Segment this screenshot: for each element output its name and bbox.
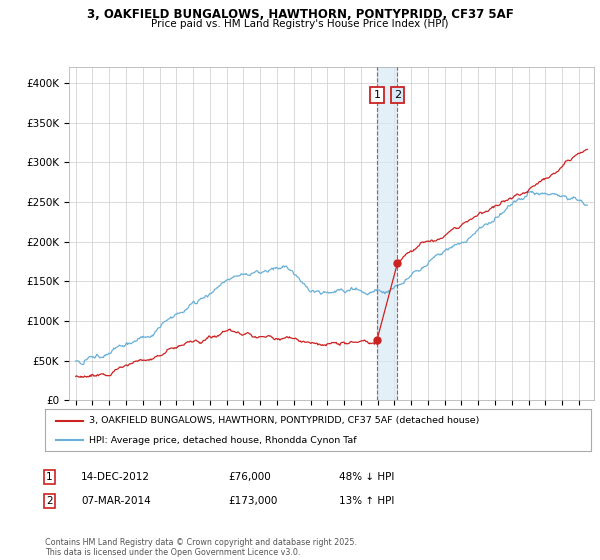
Text: 2: 2 bbox=[46, 496, 53, 506]
Text: Contains HM Land Registry data © Crown copyright and database right 2025.
This d: Contains HM Land Registry data © Crown c… bbox=[45, 538, 357, 557]
Text: 13% ↑ HPI: 13% ↑ HPI bbox=[339, 496, 394, 506]
Text: 14-DEC-2012: 14-DEC-2012 bbox=[81, 472, 150, 482]
Text: HPI: Average price, detached house, Rhondda Cynon Taf: HPI: Average price, detached house, Rhon… bbox=[89, 436, 356, 445]
Text: £76,000: £76,000 bbox=[228, 472, 271, 482]
Text: 2: 2 bbox=[394, 90, 401, 100]
Text: 1: 1 bbox=[46, 472, 53, 482]
Bar bbox=[377, 67, 397, 400]
Text: 48% ↓ HPI: 48% ↓ HPI bbox=[339, 472, 394, 482]
Text: £173,000: £173,000 bbox=[228, 496, 277, 506]
Text: Price paid vs. HM Land Registry's House Price Index (HPI): Price paid vs. HM Land Registry's House … bbox=[151, 19, 449, 29]
Text: 07-MAR-2014: 07-MAR-2014 bbox=[81, 496, 151, 506]
Text: 1: 1 bbox=[373, 90, 380, 100]
Text: 3, OAKFIELD BUNGALOWS, HAWTHORN, PONTYPRIDD, CF37 5AF: 3, OAKFIELD BUNGALOWS, HAWTHORN, PONTYPR… bbox=[86, 8, 514, 21]
Text: 3, OAKFIELD BUNGALOWS, HAWTHORN, PONTYPRIDD, CF37 5AF (detached house): 3, OAKFIELD BUNGALOWS, HAWTHORN, PONTYPR… bbox=[89, 416, 479, 425]
